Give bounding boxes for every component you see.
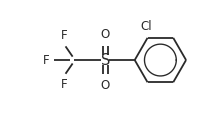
Text: O: O: [101, 79, 110, 92]
Text: F: F: [61, 78, 68, 91]
Text: Cl: Cl: [140, 20, 152, 33]
Text: S: S: [101, 52, 110, 68]
Text: F: F: [61, 29, 68, 42]
Text: O: O: [101, 28, 110, 41]
Text: F: F: [43, 54, 50, 66]
